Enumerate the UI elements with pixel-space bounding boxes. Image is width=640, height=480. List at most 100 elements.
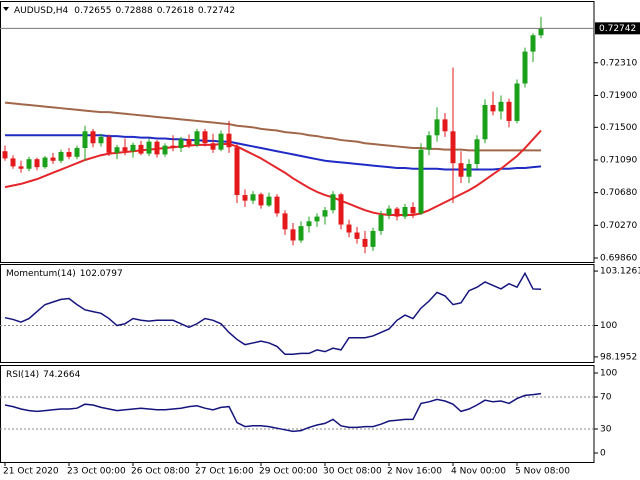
high-value: 0.72888 (115, 6, 152, 16)
open-value: 0.72655 (74, 6, 111, 16)
y-tick-label: 0.70680 (600, 188, 637, 198)
candle-body (186, 139, 192, 145)
candle-body (106, 136, 112, 153)
candle-body (330, 194, 336, 211)
x-tick-label: 26 Oct 08:00 (131, 467, 190, 477)
candle-body (234, 147, 240, 196)
candle-body (58, 152, 64, 161)
candle-body (282, 213, 288, 230)
x-tick-label: 23 Oct 00:00 (67, 467, 126, 477)
candle-body (410, 207, 416, 214)
indicator-title: RSI(14) 74.2664 (6, 370, 81, 380)
candle-body (306, 221, 312, 227)
candle-body (474, 139, 480, 164)
candle-body (530, 35, 536, 52)
candle-body (266, 196, 272, 206)
candle-body (242, 195, 248, 201)
candle-body (514, 83, 520, 121)
candle-body (506, 101, 512, 121)
candle-body (394, 208, 400, 217)
candle-body (98, 136, 104, 144)
candle-body (490, 105, 496, 112)
candle-body (458, 163, 464, 177)
y-tick-label: 0 (600, 449, 606, 459)
panel-frame (0, 264, 595, 363)
candle-body (146, 141, 152, 154)
candle-body (10, 158, 16, 167)
candle-body (498, 101, 504, 112)
candle-body (202, 131, 208, 144)
x-tick-label: 27 Oct 16:00 (195, 467, 254, 477)
candle-body (154, 141, 160, 155)
candle-body (298, 226, 304, 241)
y-tick-label: 70 (600, 393, 612, 403)
y-tick-label: 0.70270 (600, 221, 637, 231)
candle-body (34, 159, 40, 168)
x-tick-label: 5 Nov 08:00 (515, 467, 570, 477)
panel-frame (0, 365, 595, 463)
x-tick-label: 29 Oct 00:00 (259, 467, 318, 477)
candle-body (338, 194, 344, 225)
y-tick-label: 0.69860 (600, 254, 637, 264)
candle-body (250, 194, 256, 201)
y-tick-label: 0.71090 (600, 155, 637, 165)
y-tick-label: 0.72310 (600, 58, 637, 68)
candle-body (18, 166, 24, 169)
candle-body (50, 157, 56, 161)
indicator-name: RSI(14) (6, 370, 39, 380)
candle-body (226, 133, 232, 148)
indicator-name: Momentum(14) (6, 269, 76, 279)
candle-body (354, 232, 360, 239)
candle-body (362, 238, 368, 247)
y-tick-label: 100 (600, 369, 617, 379)
candle-body (522, 51, 528, 84)
candle-body (210, 143, 216, 150)
indicator-title: Momentum(14) 102.0797 (6, 269, 123, 279)
y-tick-label: 103.1261 (600, 267, 640, 277)
candle-body (426, 135, 432, 150)
low-value: 0.72618 (157, 6, 194, 16)
candle-body (290, 229, 296, 241)
candle-body (26, 159, 32, 169)
indicator-line (4, 392, 542, 433)
y-tick-label: 0.71500 (600, 123, 637, 133)
y-tick-label: 100 (600, 321, 617, 331)
candle-body (42, 157, 48, 168)
y-tick-label: 30 (600, 425, 612, 435)
indicator-value: 74.2664 (43, 370, 80, 380)
candle-body (130, 144, 136, 152)
chart-header: AUDUSD,H4 0.72655 0.72888 0.72618 0.72742 (14, 6, 235, 16)
candle-body (218, 133, 224, 150)
candle-body (138, 144, 144, 154)
candle-body (346, 224, 352, 233)
candle-body (450, 131, 456, 164)
candle-body (434, 119, 440, 136)
candle-body (466, 163, 472, 177)
indicator-line (4, 271, 542, 355)
candle-body (386, 208, 392, 215)
candle-body (258, 194, 264, 206)
candle-body (442, 119, 448, 132)
chart-title: AUDUSD,H4 (14, 6, 69, 16)
candle-body (482, 105, 488, 140)
candle-body (114, 147, 120, 153)
candle-body (66, 152, 72, 157)
candle-body (162, 145, 168, 155)
candle-body (2, 151, 8, 159)
candle-body (378, 214, 384, 231)
candle-body (90, 131, 96, 144)
candle-body (194, 131, 200, 145)
menu-arrow (3, 7, 9, 11)
candle-body (418, 149, 424, 214)
moving-average (4, 129, 542, 216)
candle-body (322, 210, 328, 217)
x-tick-label: 2 Nov 16:00 (387, 467, 442, 477)
candle-body (178, 139, 184, 149)
candle-body (170, 145, 176, 149)
indicator-value: 102.0797 (80, 269, 123, 279)
candle-body (538, 28, 544, 36)
x-tick-label: 30 Oct 08:00 (323, 467, 382, 477)
candle-body (74, 148, 80, 157)
